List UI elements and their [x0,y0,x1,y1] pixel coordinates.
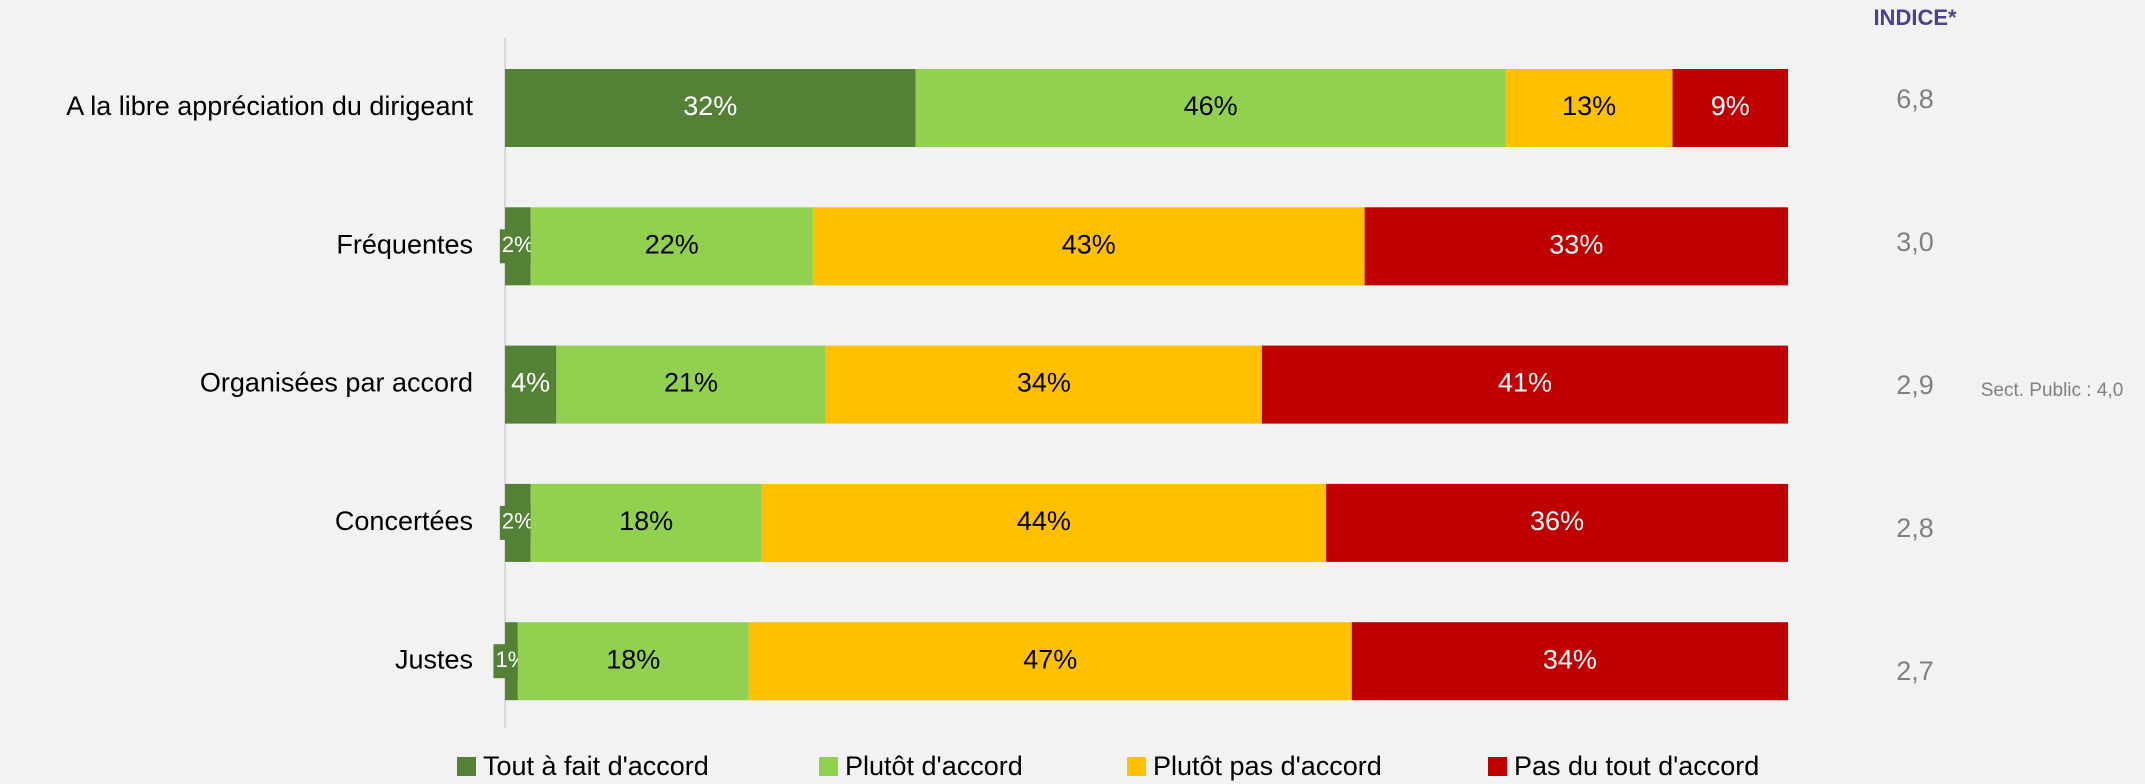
value-label: 9% [1711,91,1750,121]
bar-segment [1672,69,1788,147]
value-label: 43% [1062,229,1116,259]
category-label: Organisées par accord [200,368,473,398]
bar-segment [812,207,1365,286]
bar-segment [505,345,557,424]
bar-segment [761,483,1327,562]
annotation: Sect. Public : 4,0 [1981,380,2124,401]
bar-segment [517,622,749,701]
category-label: Justes [395,644,473,674]
value-label: 18% [619,506,673,536]
bar-segment [915,69,1506,147]
bar-segment [530,207,813,286]
value-label: 34% [1017,368,1071,398]
legend-swatch [1127,757,1146,776]
value-label: 13% [1562,91,1616,121]
value-label: 46% [1184,91,1238,121]
bar-segment [530,483,762,562]
value-label: 22% [645,229,699,259]
bar-segment [556,345,826,424]
bar-segment [1364,207,1788,286]
legend-label: Plutôt d'accord [845,751,1023,781]
value-label: 47% [1023,644,1077,674]
index-value: 3,0 [1896,227,1934,257]
label-bg [499,505,536,540]
index-value: 2,8 [1896,513,1934,543]
label-bg [499,229,536,264]
index-title: INDICE* [1873,5,1957,30]
legend-swatch [1488,757,1507,776]
bar-segment [748,622,1352,701]
value-label: 21% [664,368,718,398]
index-value: 2,9 [1896,370,1934,400]
value-label: 32% [683,91,737,121]
bar-segment [1261,345,1788,424]
category-label: A la libre appréciation du dirigeant [66,91,473,121]
value-label: 4% [511,368,550,398]
value-label: 2% [502,509,534,534]
value-label: 2% [502,232,534,257]
value-label: 41% [1498,368,1552,398]
category-label: Concertées [335,506,473,536]
value-label: 34% [1543,644,1597,674]
category-label: Fréquentes [336,229,473,259]
index-value: 6,8 [1896,84,1934,114]
legend-label: Pas du tout d'accord [1514,751,1759,781]
index-value: 2,7 [1896,656,1934,686]
legend-swatch [819,757,838,776]
value-label: 18% [606,644,660,674]
bar-segment [1505,69,1673,147]
legend-swatch [457,757,476,776]
value-label: 44% [1017,506,1071,536]
bar-segment [1326,483,1788,562]
value-label: 33% [1549,229,1603,259]
value-label: 36% [1530,506,1584,536]
bar-segment [1351,622,1788,701]
legend-label: Tout à fait d'accord [483,751,709,781]
legend-label: Plutôt pas d'accord [1153,751,1382,781]
bar-segment [825,345,1262,424]
bar-segment [505,69,916,147]
